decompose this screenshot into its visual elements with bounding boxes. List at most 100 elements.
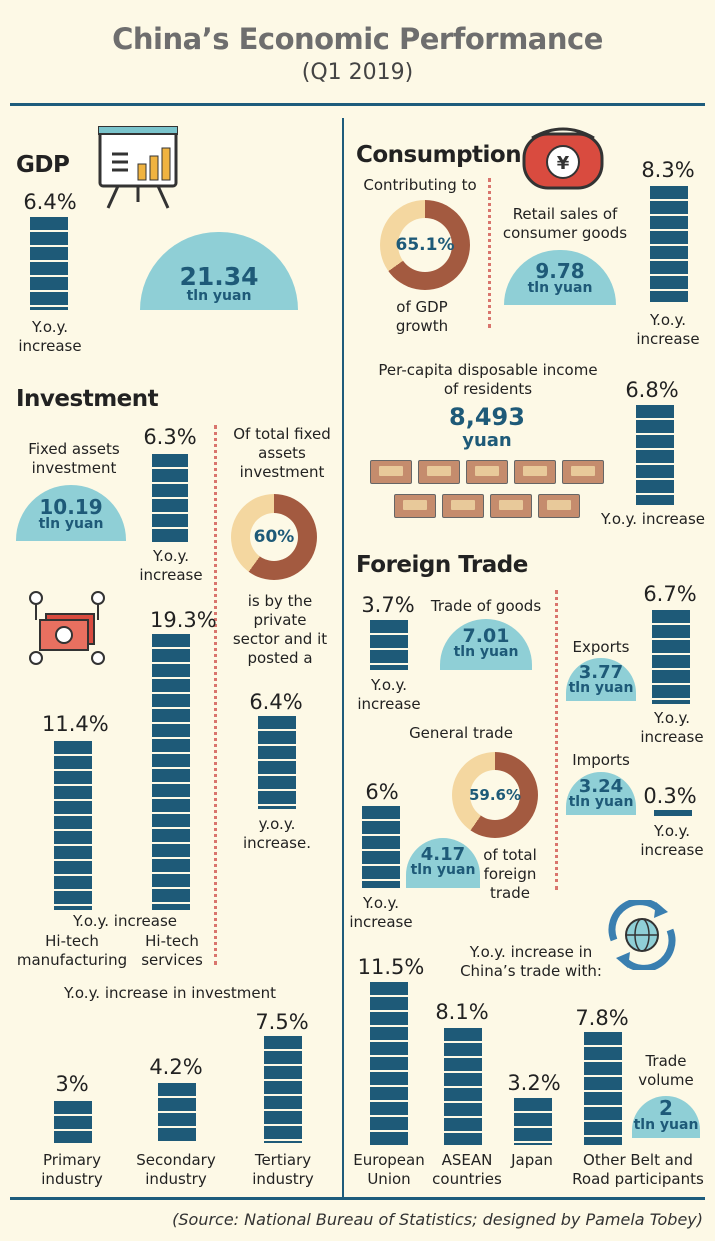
exports-dome: 3.77 tln yuan [566,658,636,701]
hitech-yoy-label: Y.o.y. increase [72,912,178,930]
globe-exchange-icon [608,900,676,970]
page-title: China’s Economic Performance [112,22,603,56]
investment-dotted-divider [214,425,217,965]
income-yoy-value: 6.8% [625,378,679,402]
private-pct: 60% [250,513,298,561]
fixed-assets-yoy-label: Y.o.y. increase [139,547,203,584]
income-yoy-label: Y.o.y. increase [600,510,706,528]
trade-heading: Foreign Trade [356,552,528,578]
exports-unit: tln yuan [568,680,634,696]
presentation-board-icon [98,126,178,209]
fixed-assets-dome: 10.19 tln yuan [16,485,126,541]
gdp-heading: GDP [16,152,70,178]
contrib-outro: of GDP growth [395,298,449,335]
retail-yoy-bar [650,186,688,302]
hitech-manufacturing-label: Hi-tech manufacturing [16,932,128,969]
general-unit: tln yuan [410,862,476,878]
fixed-assets-yoy-value: 6.3% [143,425,197,449]
consumption-dotted-divider [488,178,491,328]
hitech-services-value: 19.3% [150,608,217,632]
yuan-wallet-icon: ¥ [522,127,604,190]
asean-value: 8.1% [435,1000,489,1024]
gdp-contribution-donut: 65.1% [380,200,470,290]
income-value: 8,493 [449,403,525,431]
partners-label: Y.o.y. increase in China’s trade with: [460,943,602,980]
private-yoy-value: 6.4% [249,690,303,714]
income-label: Per-capita disposable income of resident… [378,361,598,398]
imports-yoy-value: 0.3% [643,784,697,808]
hitech-services-label: Hi-tech services [141,932,203,969]
goods-dome: 7.01 tln yuan [440,619,532,670]
fixed-assets-value: 10.19 [39,495,103,519]
imports-yoy-label: Y.o.y. increase [640,822,704,859]
general-desc: of total foreign trade [483,846,537,902]
goods-label: Trade of goods [430,597,542,615]
imports-value: 3.24 [578,776,624,797]
general-value: 4.17 [420,844,466,865]
income-yoy-bar [636,405,674,505]
header-rule [10,103,705,106]
imports-yoy-bar [654,810,692,816]
general-trade-dome: 4.17 tln yuan [406,838,480,888]
goods-unit: tln yuan [453,644,519,660]
gdp-yoy-bar [30,217,68,310]
tertiary-industry-label: Tertiary industry [252,1151,314,1188]
gdp-total-unit: tln yuan [186,288,252,304]
investment-heading: Investment [16,386,159,412]
secondary-industry-bar [158,1083,196,1143]
asean-bar [444,1028,482,1145]
general-yoy-label: Y.o.y. increase [349,894,413,931]
tertiary-industry-bar [264,1036,302,1143]
general-yoy-value: 6% [365,780,399,804]
secondary-industry-value: 4.2% [149,1055,203,1079]
gdp-total-value: 21.34 [179,262,259,291]
exports-yoy-value: 6.7% [643,582,697,606]
trade-dotted-divider [555,590,558,890]
secondary-industry-label: Secondary industry [136,1151,216,1188]
goods-yoy-label: Y.o.y. increase [357,676,421,713]
exports-yoy-label: Y.o.y. increase [640,709,704,746]
retail-sales-label: Retail sales of consumer goods [502,205,628,242]
general-yoy-bar [362,806,400,888]
fixed-assets-unit: tln yuan [38,516,104,532]
retail-yoy-value: 8.3% [641,158,695,182]
primary-industry-bar [54,1101,92,1143]
eu-bar [370,982,408,1145]
private-intro: Of total fixed assets investment [233,425,331,481]
retail-sales-dome: 9.78 tln yuan [504,250,616,305]
fixed-assets-yoy-bar [152,454,188,542]
imports-label: Imports [572,751,630,769]
retail-sales-unit: tln yuan [527,280,593,296]
exports-yoy-bar [652,610,690,704]
source-note: (Source: National Bureau of Statistics; … [172,1210,703,1229]
private-investment-donut: 60% [231,494,317,580]
hitech-manufacturing-bar [54,741,92,910]
imports-dome: 3.24 tln yuan [566,772,636,815]
footer-rule [10,1197,705,1200]
br-bar [584,1032,622,1145]
gdp-yoy-label: Y.o.y. increase [18,318,82,355]
gdp-total-dome: 21.34 tln yuan [140,232,298,310]
private-yoy-bar [258,716,296,809]
hitech-manufacturing-value: 11.4% [42,712,109,736]
contrib-pct: 65.1% [396,218,455,272]
page-subtitle: (Q1 2019) [301,60,414,85]
industry-investment-label: Y.o.y. increase in investment [64,984,276,1002]
japan-bar [514,1098,552,1145]
volume-unit: tln yuan [633,1117,699,1133]
gdp-yoy-value: 6.4% [23,190,77,214]
private-yoy-label: y.o.y. increase. [243,815,311,852]
general-trade-label: General trade [409,724,513,742]
primary-industry-value: 3% [55,1072,89,1096]
primary-industry-label: Primary industry [41,1151,103,1188]
japan-value: 3.2% [507,1071,561,1095]
exports-value: 3.77 [578,662,624,683]
asean-label: ASEAN countries [432,1151,502,1188]
volume-value: 2 [659,1096,673,1120]
contrib-intro: Contributing to [363,176,477,194]
retail-sales-value: 9.78 [535,259,585,283]
retail-yoy-label: Y.o.y. increase [636,311,700,348]
tertiary-industry-value: 7.5% [255,1010,309,1034]
general-trade-donut: 59.6% [452,752,538,838]
circuit-money-icon [29,591,105,665]
